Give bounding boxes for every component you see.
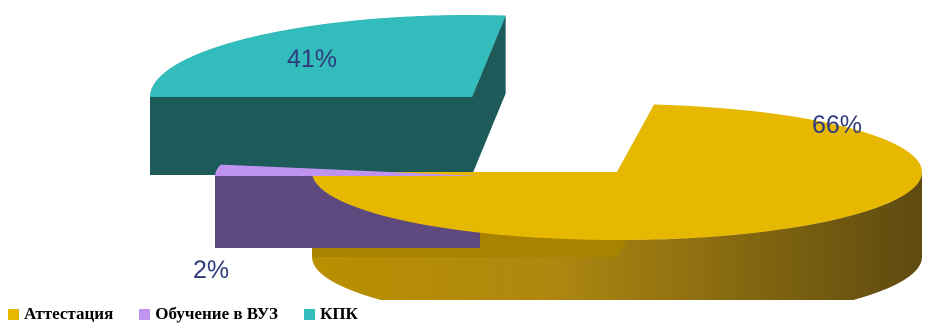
legend-swatch-attestation [8,308,19,320]
legend-label-attestation: Аттестация [24,304,114,323]
data-label-kpk: 41% [287,45,337,73]
slice-top-kpk [150,14,506,98]
slice-top-attestation [311,104,922,241]
slice-wall-outer-attestation [312,172,922,300]
slice-cut-end-kpk [472,15,506,176]
legend-item-university: Обучение в ВУЗ [139,304,278,324]
chart-legend: Аттестация Обучение в ВУЗ КПК [8,303,384,325]
data-label-university: 2% [193,256,229,284]
slice-cut-start-kpk [150,97,472,175]
legend-swatch-kpk [304,308,315,320]
legend-item-attestation: Аттестация [8,304,113,324]
legend-swatch-university [139,308,151,320]
pie-chart-svg: 66% 2% 41% [150,14,922,300]
legend-label-kpk: КПК [320,304,358,323]
chart-area: 66% 2% 41% [150,14,922,300]
slice-top-university [215,164,480,176]
data-label-attestation: 66% [812,111,862,139]
legend-label-university: Обучение в ВУЗ [155,304,278,323]
legend-item-kpk: КПК [304,304,358,324]
